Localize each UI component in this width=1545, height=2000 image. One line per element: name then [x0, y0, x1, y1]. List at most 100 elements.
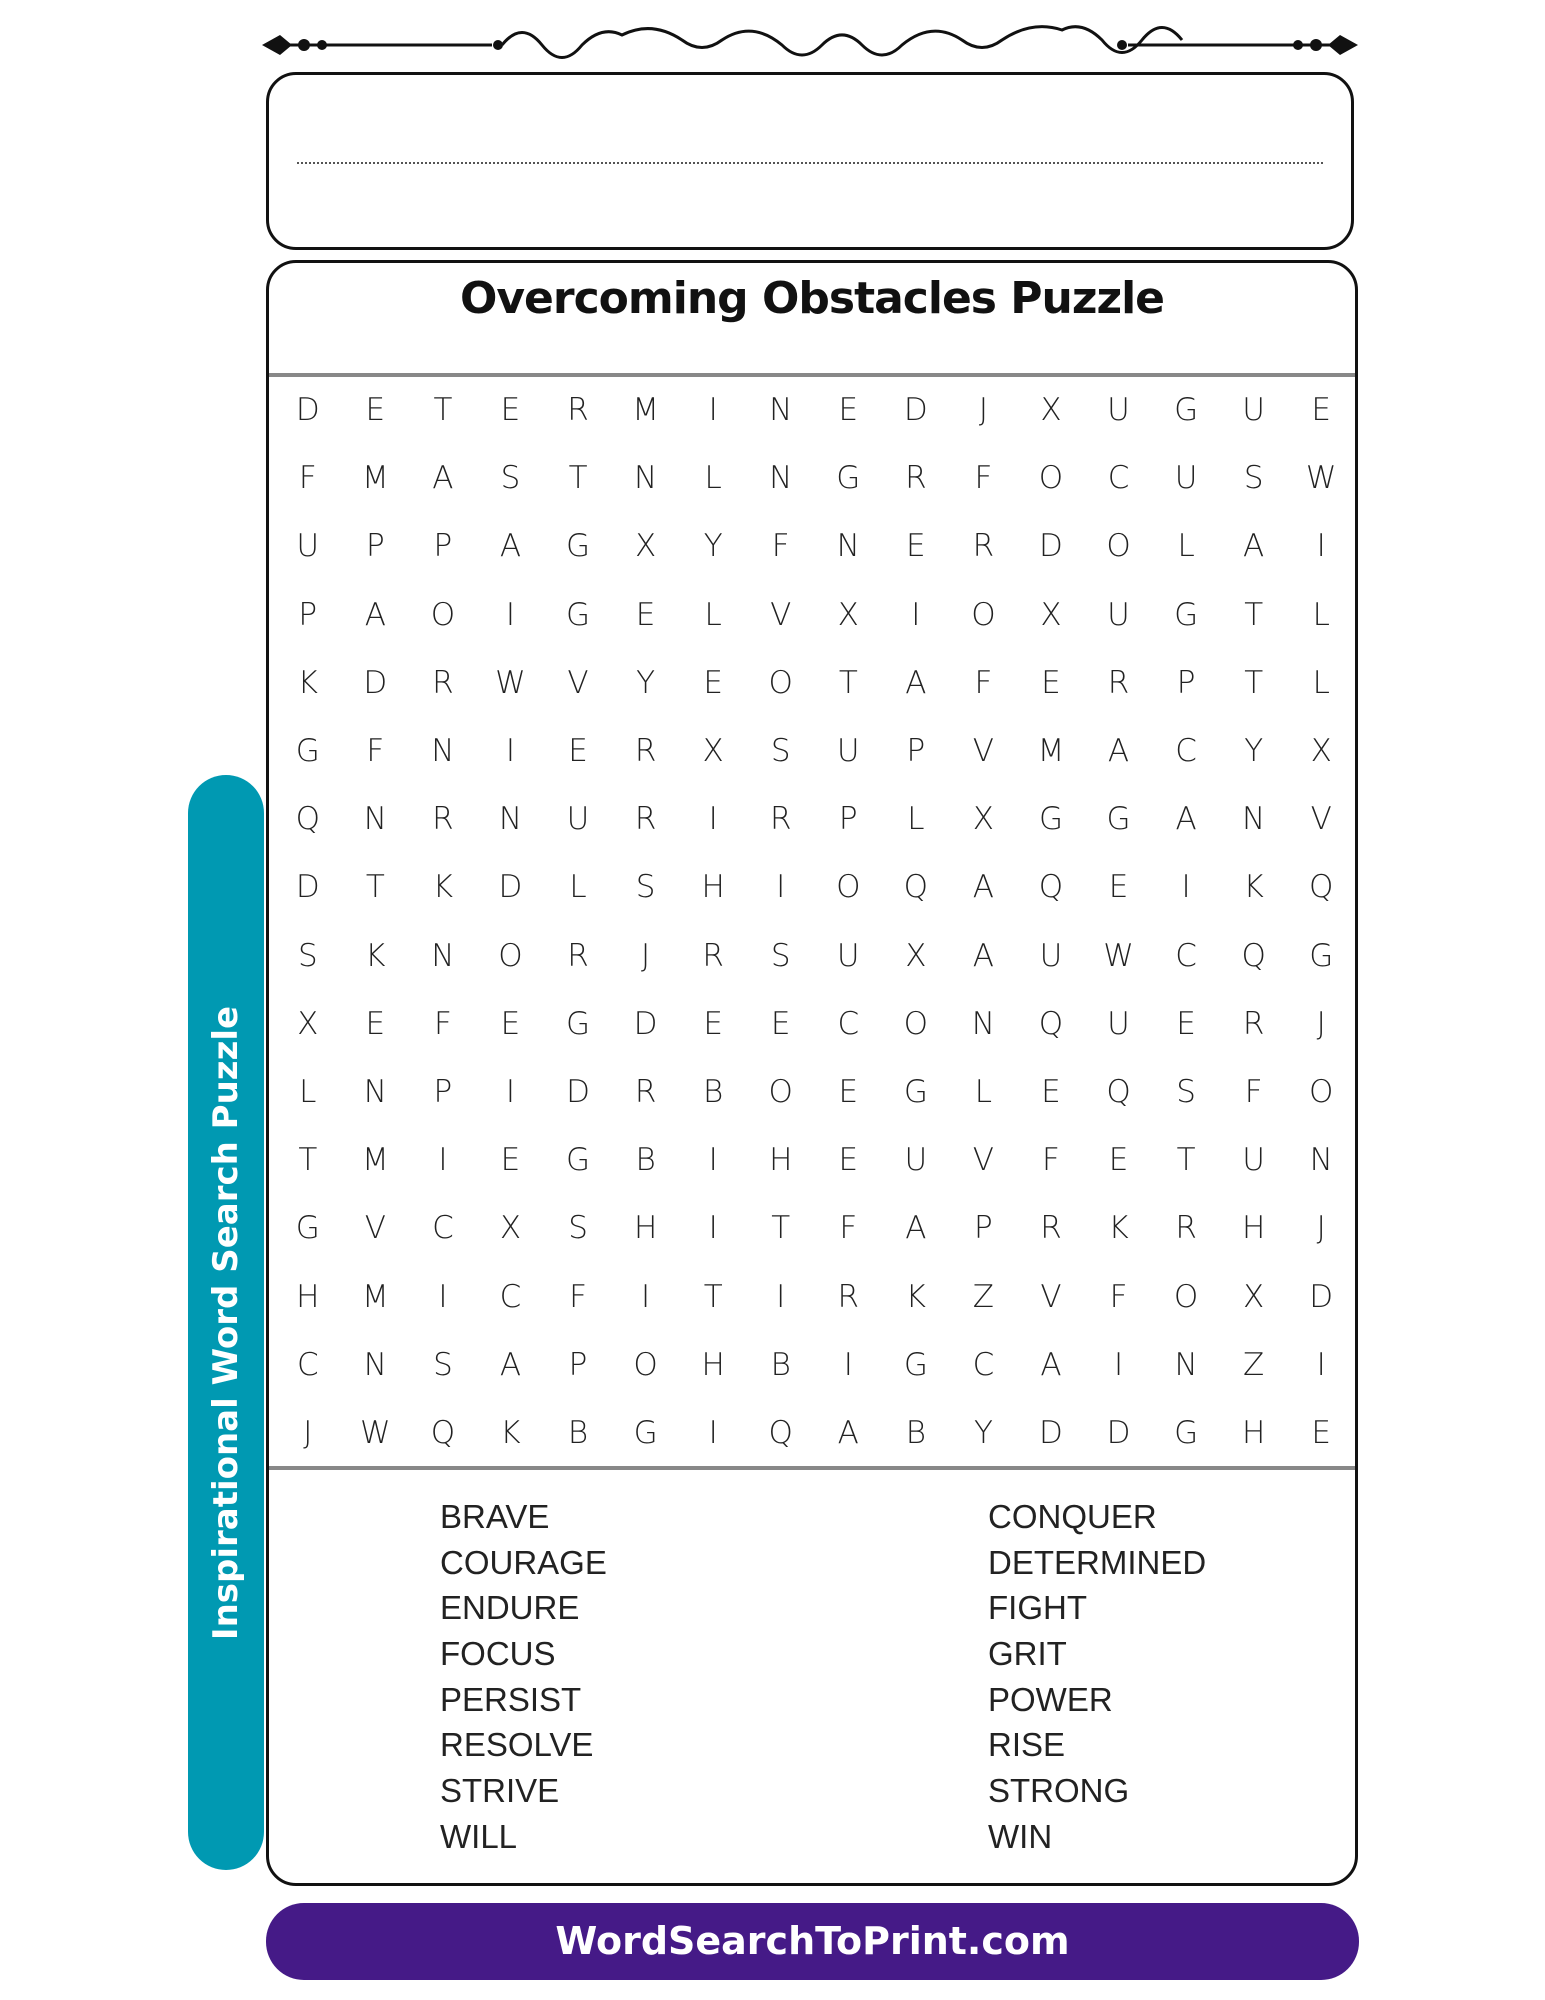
grid-letter[interactable]: A	[1243, 528, 1265, 565]
grid-letter[interactable]: A	[499, 1346, 522, 1383]
grid-letter[interactable]: M	[361, 1142, 389, 1179]
grid-letter[interactable]: G	[633, 1414, 658, 1451]
grid-letter[interactable]: E	[838, 1073, 859, 1110]
grid-letter[interactable]: R	[1040, 1210, 1062, 1247]
grid-letter[interactable]: I	[708, 1142, 718, 1179]
grid-letter[interactable]: C	[1175, 733, 1197, 770]
grid-letter[interactable]: R	[972, 528, 995, 565]
grid-letter[interactable]: I	[505, 596, 516, 633]
grid-letter[interactable]: O	[1309, 1073, 1334, 1110]
grid-letter[interactable]: O	[633, 1346, 658, 1383]
grid-letter[interactable]: F	[974, 460, 993, 497]
grid-letter[interactable]: D	[633, 1005, 658, 1042]
grid-letter[interactable]: E	[770, 1005, 791, 1042]
grid-letter[interactable]: G	[903, 1346, 928, 1383]
grid-letter[interactable]: E	[1041, 1073, 1061, 1110]
grid-letter[interactable]: F	[1244, 1073, 1263, 1110]
grid-letter[interactable]: T	[703, 1278, 723, 1315]
grid-letter[interactable]: G	[295, 1210, 320, 1247]
grid-letter[interactable]: G	[1174, 392, 1199, 429]
grid-letter[interactable]: C	[432, 1210, 454, 1247]
grid-letter[interactable]: D	[295, 869, 320, 906]
grid-letter[interactable]: N	[363, 801, 387, 838]
grid-letter[interactable]: R	[634, 801, 657, 838]
grid-letter[interactable]: N	[769, 460, 793, 497]
grid-letter[interactable]: S	[1243, 460, 1264, 497]
grid-letter[interactable]: K	[500, 1414, 521, 1451]
grid-letter[interactable]: X	[499, 1210, 522, 1247]
grid-letter[interactable]: T	[771, 1210, 791, 1247]
grid-letter[interactable]: Q	[1038, 1005, 1064, 1042]
grid-letter[interactable]: J	[303, 1414, 313, 1451]
grid-letter[interactable]: L	[1312, 664, 1330, 701]
grid-letter[interactable]: K	[1108, 1210, 1129, 1247]
grid-letter[interactable]: A	[905, 664, 927, 701]
grid-letter[interactable]: S	[500, 460, 521, 497]
grid-letter[interactable]: H	[701, 869, 725, 906]
grid-letter[interactable]: R	[769, 801, 792, 838]
grid-letter[interactable]: O	[903, 1005, 929, 1042]
grid-letter[interactable]: R	[1107, 664, 1130, 701]
grid-letter[interactable]: Q	[430, 1414, 456, 1451]
grid-letter[interactable]: M	[1037, 733, 1065, 770]
grid-letter[interactable]: K	[905, 1278, 927, 1315]
grid-letter[interactable]: V	[972, 733, 995, 770]
grid-letter[interactable]: U	[1107, 1005, 1130, 1042]
grid-letter[interactable]: X	[702, 733, 724, 770]
grid-letter[interactable]: O	[768, 1073, 793, 1110]
grid-letter[interactable]: J	[1316, 1005, 1326, 1042]
grid-letter[interactable]: I	[505, 733, 516, 770]
grid-letter[interactable]: I	[438, 1142, 448, 1179]
grid-letter[interactable]: N	[363, 1073, 387, 1110]
grid-letter[interactable]: Y	[703, 528, 723, 565]
grid-letter[interactable]: T	[568, 460, 588, 497]
grid-letter[interactable]: D	[566, 1073, 590, 1110]
grid-letter[interactable]: K	[297, 664, 318, 701]
grid-letter[interactable]: E	[568, 733, 588, 770]
grid-letter[interactable]: V	[567, 664, 589, 701]
grid-letter[interactable]: G	[566, 528, 591, 565]
grid-letter[interactable]: E	[365, 1005, 386, 1042]
grid-letter[interactable]: I	[708, 392, 718, 429]
grid-letter[interactable]: E	[703, 1005, 723, 1042]
grid-letter[interactable]: T	[298, 1142, 318, 1179]
grid-letter[interactable]: G	[566, 596, 591, 633]
grid-letter[interactable]: S	[433, 1346, 453, 1383]
grid-letter[interactable]: T	[838, 664, 858, 701]
grid-letter[interactable]: S	[568, 1210, 588, 1247]
grid-letter[interactable]: A	[432, 460, 454, 497]
grid-letter[interactable]: U	[296, 528, 320, 565]
grid-letter[interactable]: Y	[973, 1414, 993, 1451]
grid-letter[interactable]: N	[1309, 1142, 1333, 1179]
name-field-box[interactable]	[266, 72, 1354, 250]
grid-letter[interactable]: I	[776, 1278, 786, 1315]
grid-letter[interactable]: X	[1243, 1278, 1265, 1315]
grid-letter[interactable]: A	[1107, 733, 1130, 770]
grid-letter[interactable]: I	[505, 1073, 516, 1110]
grid-letter[interactable]: R	[837, 1278, 860, 1315]
grid-letter[interactable]: M	[361, 460, 389, 497]
grid-letter[interactable]: I	[911, 596, 921, 633]
grid-letter[interactable]: V	[770, 596, 792, 633]
grid-letter[interactable]: F	[771, 528, 790, 565]
grid-letter[interactable]: H	[1242, 1414, 1266, 1451]
grid-letter[interactable]: T	[365, 869, 385, 906]
grid-letter[interactable]: E	[1176, 1005, 1196, 1042]
grid-letter[interactable]: C	[1175, 937, 1197, 974]
grid-letter[interactable]: H	[1242, 1210, 1266, 1247]
grid-letter[interactable]: O	[430, 596, 456, 633]
grid-letter[interactable]: J	[1316, 1210, 1326, 1247]
grid-letter[interactable]: S	[1176, 1073, 1196, 1110]
grid-letter[interactable]: G	[836, 460, 861, 497]
grid-letter[interactable]: G	[1106, 801, 1131, 838]
grid-letter[interactable]: P	[433, 528, 453, 565]
grid-letter[interactable]: R	[1242, 1005, 1265, 1042]
grid-letter[interactable]: Z	[972, 1278, 995, 1315]
grid-letter[interactable]: C	[837, 1005, 860, 1042]
grid-letter[interactable]: A	[837, 1414, 859, 1451]
grid-letter[interactable]: P	[365, 528, 385, 565]
grid-letter[interactable]: F	[433, 1005, 452, 1042]
grid-letter[interactable]: I	[776, 869, 786, 906]
grid-letter[interactable]: E	[703, 664, 723, 701]
grid-letter[interactable]: D	[903, 392, 928, 429]
